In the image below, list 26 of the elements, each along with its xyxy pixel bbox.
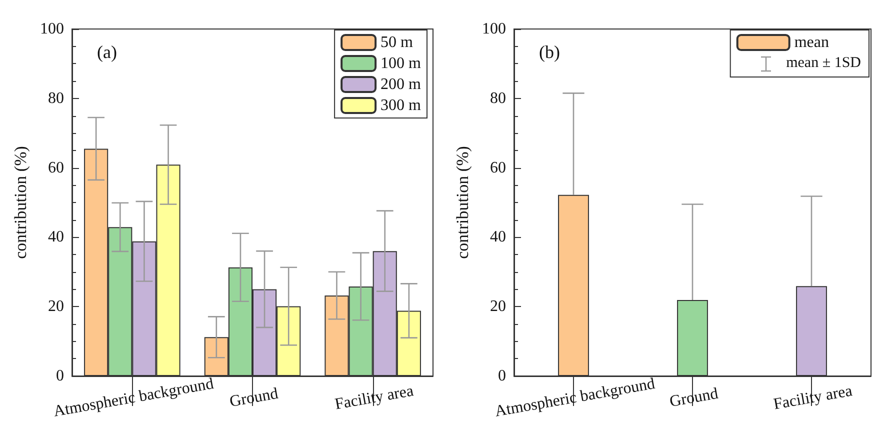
annotation: mean ± 1SD [786, 55, 861, 71]
text: (a) [97, 42, 117, 62]
legend-label: 300 m [380, 97, 422, 114]
y-tick-label: 100 [482, 20, 506, 38]
y-tick-label: 80 [48, 90, 64, 107]
y-tick-label: 20 [48, 298, 64, 316]
y-axis-title: contribution (%) [11, 146, 30, 259]
y-tick-label: 80 [490, 90, 506, 107]
x-tick-label: Ground [228, 385, 280, 411]
legend-label: mean [794, 34, 830, 51]
x-tick-label: Ground [668, 385, 720, 411]
y-tick-label: 40 [48, 228, 64, 246]
text: (b) [539, 42, 560, 62]
y-tick-label: 0 [498, 368, 506, 384]
y-tick-label: 40 [490, 228, 506, 246]
y-tick-label: 100 [40, 20, 64, 38]
y-tick-label: 60 [490, 159, 506, 176]
y-tick-label: 60 [48, 159, 64, 176]
x-tick-label: Facility area [772, 382, 854, 414]
legend-label: 50 m [380, 34, 414, 51]
y-tick-label: 20 [490, 298, 506, 316]
legend-label: 200 m [380, 76, 422, 93]
y-axis-title: contribution (%) [453, 146, 472, 259]
legend-label: 100 m [380, 55, 422, 72]
x-tick-label: Facility area [334, 382, 415, 414]
y-tick-label: 0 [56, 368, 64, 384]
